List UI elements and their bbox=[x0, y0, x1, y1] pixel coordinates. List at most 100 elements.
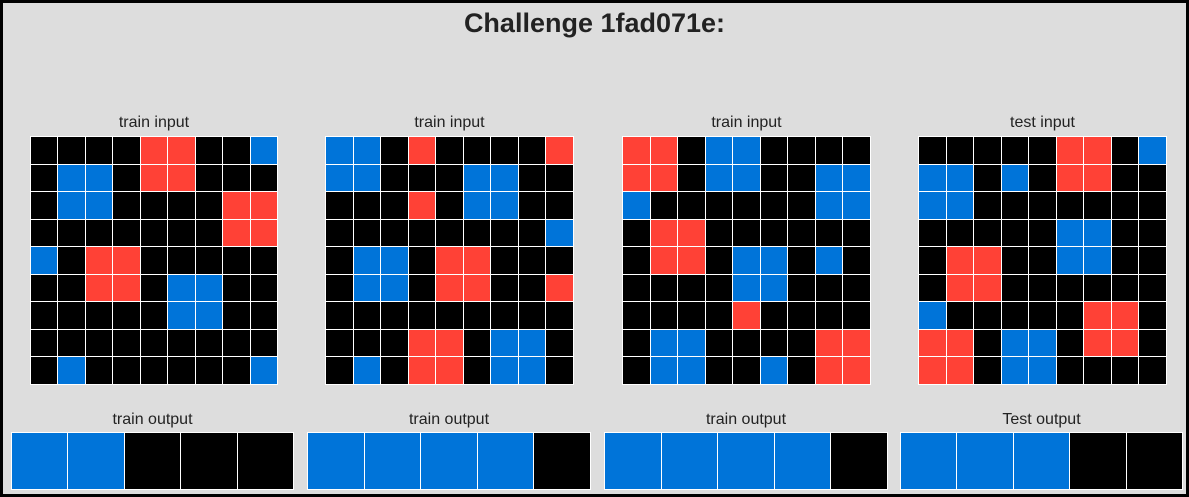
grid-cell bbox=[140, 274, 168, 302]
grid-cell bbox=[168, 247, 195, 274]
grid-cell bbox=[250, 247, 277, 274]
grid-cell bbox=[421, 433, 477, 489]
grid-cell bbox=[168, 164, 195, 192]
grid-cell bbox=[463, 219, 491, 247]
output-grid-1 bbox=[11, 432, 294, 490]
grid-cell bbox=[788, 137, 815, 164]
grid-cell bbox=[195, 192, 223, 219]
grid-cell bbox=[974, 219, 1001, 247]
grid-cell bbox=[31, 357, 58, 384]
grid-cell bbox=[1084, 329, 1111, 357]
grid-cell bbox=[436, 247, 463, 274]
grid-cell bbox=[623, 274, 650, 302]
grid-cell bbox=[12, 433, 68, 489]
test-output-grid bbox=[900, 432, 1183, 490]
grid-cell bbox=[113, 274, 140, 302]
input-label-2: train input bbox=[414, 114, 485, 131]
grid-cell bbox=[650, 274, 678, 302]
grid-cell bbox=[815, 137, 843, 164]
output-label-3: train output bbox=[705, 411, 787, 428]
grid-cell bbox=[815, 192, 843, 219]
grid-cell bbox=[436, 137, 463, 164]
grid-cell bbox=[546, 164, 573, 192]
grid-cell bbox=[1029, 137, 1056, 164]
grid-cell bbox=[1001, 302, 1029, 329]
grid-cell bbox=[195, 329, 223, 357]
grid-cell bbox=[124, 433, 181, 489]
grid-cell bbox=[353, 219, 381, 247]
grid-cell bbox=[113, 137, 140, 164]
grid-cell bbox=[408, 219, 436, 247]
grid-cell bbox=[113, 164, 140, 192]
grid-cell bbox=[491, 137, 518, 164]
grid-cell bbox=[168, 302, 195, 329]
grid-cell bbox=[974, 137, 1001, 164]
grid-cell bbox=[436, 357, 463, 384]
grid-cell bbox=[705, 329, 733, 357]
input-label-1: train input bbox=[118, 114, 190, 131]
grid-cell bbox=[477, 433, 534, 489]
output-grid-2 bbox=[307, 432, 591, 490]
grid-cell bbox=[353, 329, 381, 357]
grid-cell bbox=[463, 137, 491, 164]
grid-cell bbox=[815, 219, 843, 247]
grid-cell bbox=[58, 219, 85, 247]
grid-cell bbox=[1111, 247, 1139, 274]
grid-cell bbox=[491, 329, 518, 357]
grid-cell bbox=[1084, 302, 1111, 329]
grid-cell bbox=[1139, 247, 1166, 274]
grid-cell bbox=[623, 247, 650, 274]
grid-cell bbox=[650, 192, 678, 219]
grid-cell bbox=[1111, 329, 1139, 357]
grid-cell bbox=[518, 247, 546, 274]
grid-cell bbox=[843, 192, 870, 219]
grid-cell bbox=[1001, 247, 1029, 274]
grid-cell bbox=[788, 302, 815, 329]
grid-cell bbox=[1111, 137, 1139, 164]
grid-cell bbox=[678, 219, 705, 247]
grid-cell bbox=[678, 192, 705, 219]
grid-cell bbox=[436, 274, 463, 302]
grid-cell bbox=[678, 247, 705, 274]
grid-cell bbox=[1029, 357, 1056, 384]
grid-cell bbox=[250, 219, 277, 247]
grid-cell bbox=[250, 329, 277, 357]
grid-cell bbox=[678, 137, 705, 164]
grid-cell bbox=[113, 329, 140, 357]
grid-cell bbox=[58, 164, 85, 192]
grid-cell bbox=[113, 219, 140, 247]
grid-cell bbox=[168, 329, 195, 357]
grid-cell bbox=[1111, 302, 1139, 329]
grid-cell bbox=[381, 247, 408, 274]
grid-cell bbox=[140, 247, 168, 274]
grid-cell bbox=[1001, 329, 1029, 357]
grid-cell bbox=[623, 164, 650, 192]
grid-cell bbox=[546, 302, 573, 329]
grid-cell bbox=[408, 137, 436, 164]
grid-cell bbox=[250, 192, 277, 219]
grid-cell bbox=[436, 192, 463, 219]
grid-cell bbox=[546, 137, 573, 164]
grid-cell bbox=[223, 192, 250, 219]
grid-cell bbox=[919, 137, 946, 164]
grid-cell bbox=[140, 219, 168, 247]
grid-cell bbox=[623, 137, 650, 164]
grid-cell bbox=[733, 192, 760, 219]
grid-cell bbox=[140, 192, 168, 219]
grid-cell bbox=[1056, 274, 1084, 302]
page-title: Challenge 1fad071e: bbox=[463, 8, 726, 38]
grid-cell bbox=[788, 357, 815, 384]
grid-cell bbox=[678, 357, 705, 384]
grid-cell bbox=[326, 137, 353, 164]
grid-cell bbox=[326, 274, 353, 302]
grid-cell bbox=[353, 247, 381, 274]
grid-cell bbox=[1111, 357, 1139, 384]
grid-cell bbox=[250, 357, 277, 384]
grid-cell bbox=[491, 219, 518, 247]
grid-cell bbox=[408, 192, 436, 219]
grid-cell bbox=[919, 219, 946, 247]
grid-cell bbox=[250, 137, 277, 164]
grid-cell bbox=[760, 357, 788, 384]
grid-cell bbox=[919, 329, 946, 357]
grid-cell bbox=[1056, 192, 1084, 219]
